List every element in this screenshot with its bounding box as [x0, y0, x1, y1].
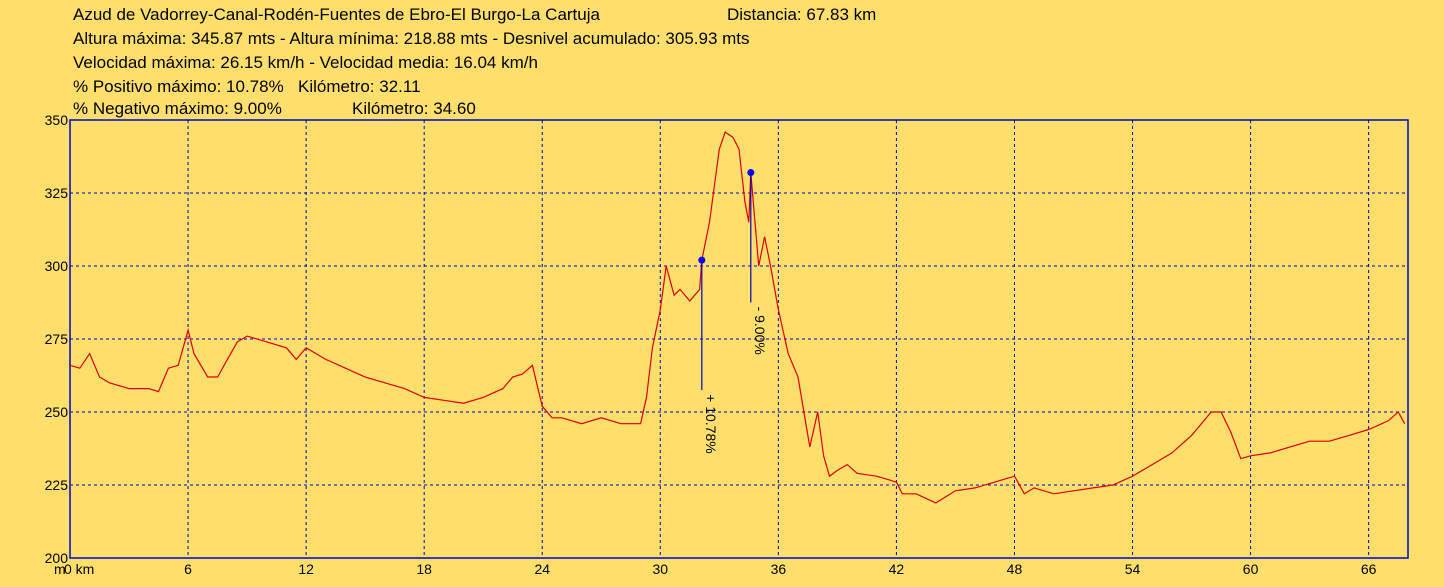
marker-label: - 9.00% [752, 307, 768, 355]
x-tick-label: 42 [889, 561, 905, 577]
y-tick-label: 225 [45, 477, 69, 493]
plot-frame [69, 119, 1409, 559]
info-text: Velocidad máxima: 26.15 km/h - Velocidad… [73, 53, 538, 72]
x-tick-label: 48 [1007, 561, 1023, 577]
x-tick-label: 12 [298, 561, 314, 577]
marker-point [698, 256, 706, 264]
elevation-line [69, 131, 1406, 504]
y-tick-label: 300 [45, 258, 69, 274]
info-text: Kilómetro: 34.60 [352, 99, 476, 118]
x-tick-label: 66 [1361, 561, 1377, 577]
x-tick-label: 0 km [64, 561, 94, 577]
info-text: Kilómetro: 32.11 [298, 77, 421, 96]
info-text: Distancia: 67.83 km [727, 5, 876, 24]
y-tick-label: 325 [45, 185, 69, 201]
marker-point [747, 169, 755, 177]
x-tick-label: 18 [416, 561, 432, 577]
info-text: % Positivo máximo: 10.78% [73, 77, 284, 96]
chart-title: Azud de Vadorrey-Canal-Rodén-Fuentes de … [73, 5, 601, 24]
x-tick-label: 60 [1243, 561, 1259, 577]
info-text: % Negativo máximo: 9.00% [73, 99, 282, 118]
y-tick-label: 200 [45, 550, 69, 566]
y-tick-label: 350 [45, 112, 69, 128]
y-tick-label: 250 [45, 404, 69, 420]
x-tick-label: 54 [1125, 561, 1141, 577]
x-tick-label: 6 [184, 561, 192, 577]
y-tick-label: 275 [45, 331, 69, 347]
y-unit-label: m [54, 561, 66, 577]
info-text: Altura máxima: 345.87 mts - Altura mínim… [73, 29, 750, 48]
x-tick-label: 36 [771, 561, 787, 577]
x-tick-label: 30 [653, 561, 669, 577]
marker-label: + 10.78% [703, 394, 719, 454]
x-tick-label: 24 [534, 561, 550, 577]
